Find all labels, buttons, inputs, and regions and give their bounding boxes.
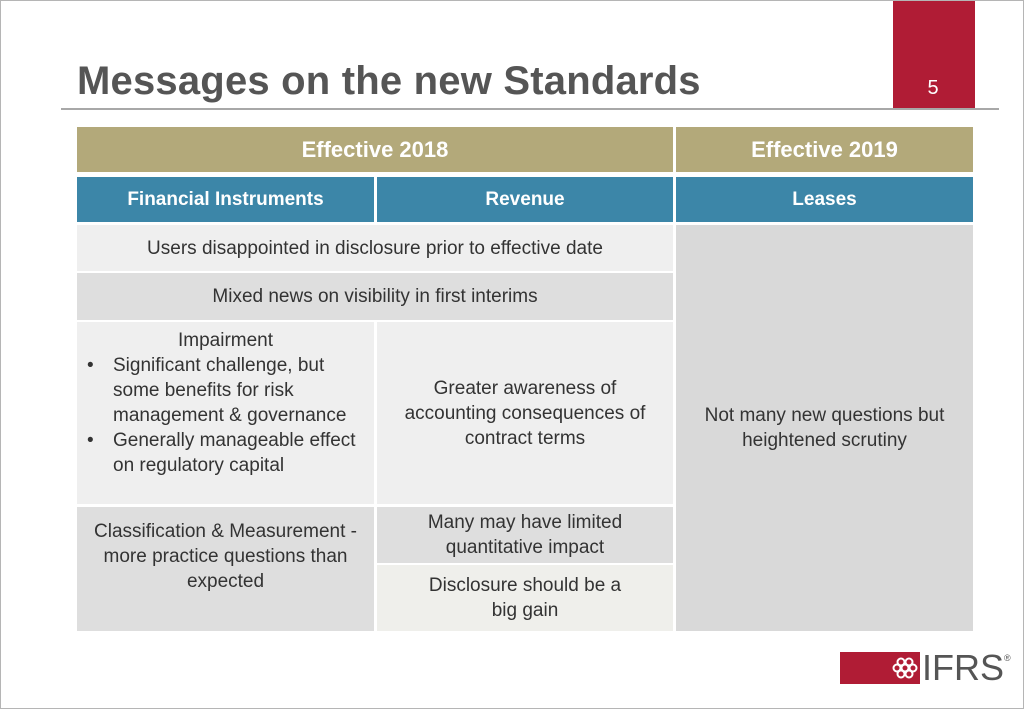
column-revenue: Revenue — [377, 177, 673, 222]
header-effective-2018: Effective 2018 — [77, 127, 673, 172]
cell-impairment: Impairment Significant challenge, but so… — [77, 322, 374, 504]
ifrs-logo: IFRS ® — [840, 647, 1011, 688]
impairment-bullet: Generally manageable effect on regulator… — [85, 428, 366, 478]
title-divider — [61, 108, 999, 110]
ifrs-logo-icon — [890, 652, 920, 684]
cell-leases-note: Not many new questions but heightened sc… — [676, 225, 973, 631]
impairment-heading: Impairment — [177, 330, 274, 351]
impairment-bullets: Significant challenge, but some benefits… — [85, 353, 366, 478]
cell-disclosure-prior: Users disappointed in disclosure prior t… — [77, 225, 673, 271]
column-leases: Leases — [676, 177, 973, 222]
cell-limited-impact: Many may have limited quantitative impac… — [377, 507, 673, 563]
slide-title: Messages on the new Standards — [77, 59, 701, 103]
header-effective-2019: Effective 2019 — [676, 127, 973, 172]
cell-greater-awareness: Greater awareness of accounting conseque… — [377, 322, 673, 504]
column-financial-instruments: Financial Instruments — [77, 177, 374, 222]
logo-text: IFRS — [922, 647, 1005, 688]
logo-bar — [840, 652, 890, 684]
cell-mixed-news: Mixed news on visibility in first interi… — [77, 273, 673, 320]
logo-registered-mark: ® — [1004, 653, 1011, 663]
page-number-tab — [893, 1, 975, 109]
cell-disclosure-gain: Disclosure should be a big gain — [377, 565, 673, 631]
cell-classification: Classification & Measurement - more prac… — [77, 507, 374, 631]
impairment-bullet: Significant challenge, but some benefits… — [85, 353, 366, 428]
page-number: 5 — [927, 77, 939, 99]
